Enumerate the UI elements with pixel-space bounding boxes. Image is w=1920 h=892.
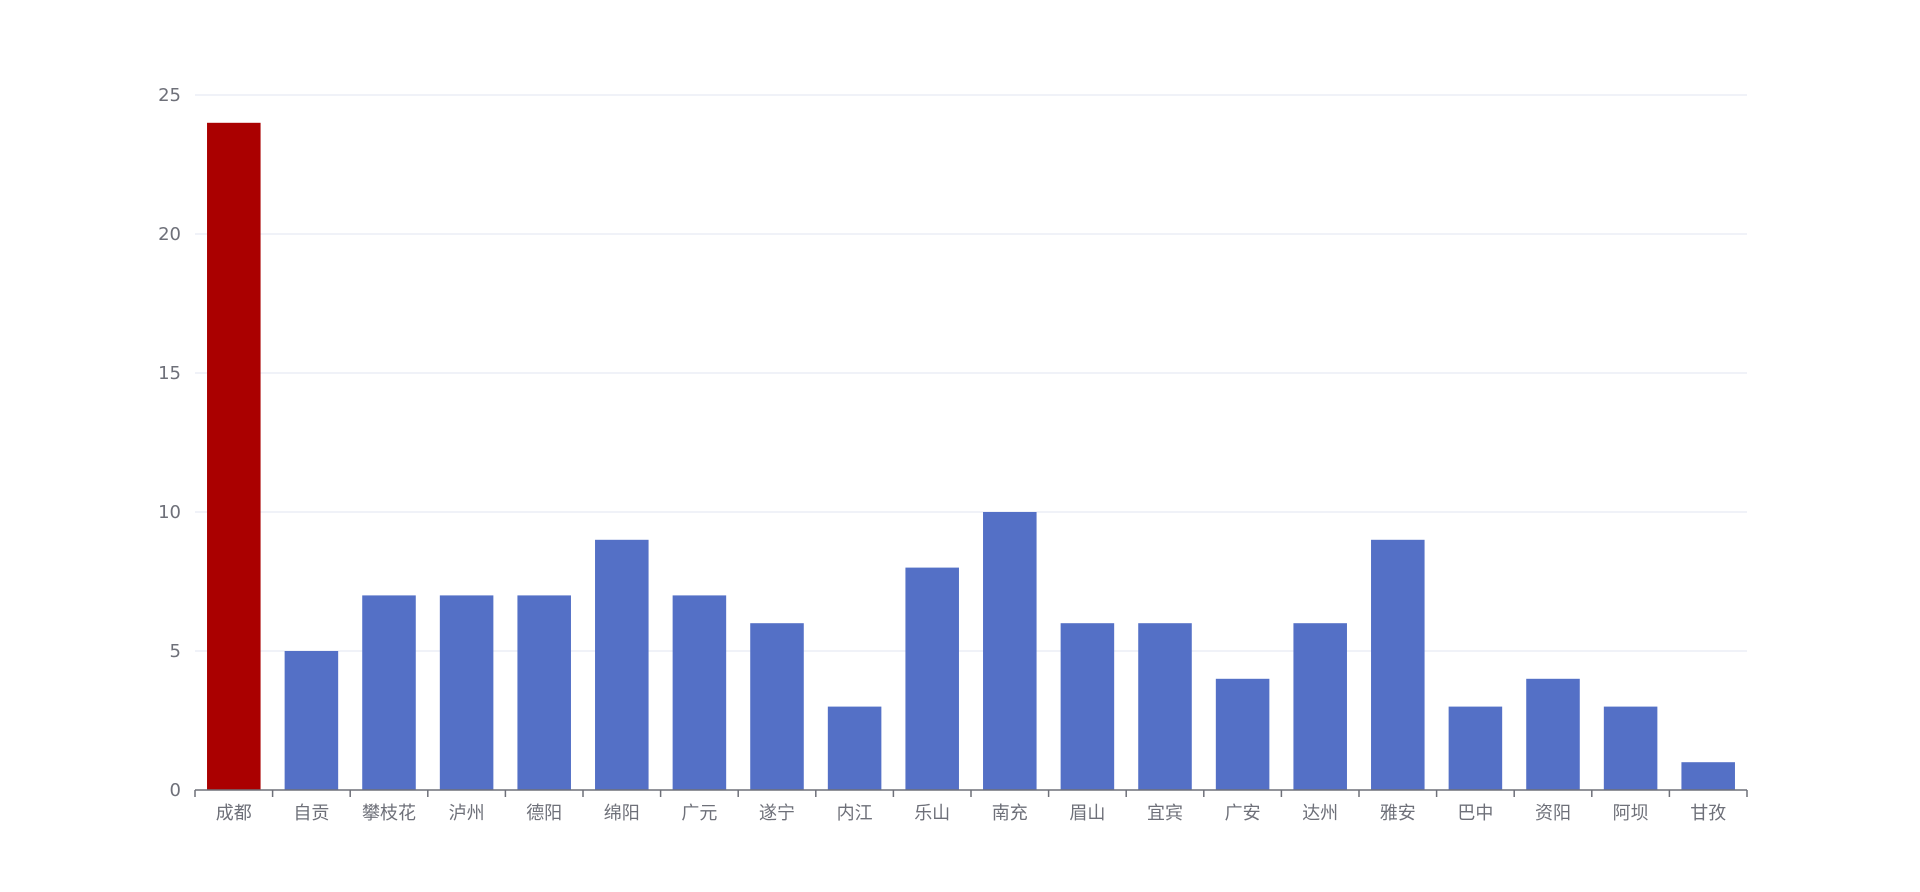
y-axis-tick-labels: 0 5 10 15 20 25 [158,85,181,801]
x-tick-label: 眉山 [1069,803,1105,824]
x-tick-label: 宜宾 [1147,803,1183,824]
bar[interactable] [207,122,261,791]
x-tick-label: 巴中 [1457,803,1493,824]
x-tick-label: 绵阳 [604,803,640,824]
y-tick-label: 5 [170,641,181,662]
x-tick-label: 阿坝 [1613,803,1649,824]
x-axis [194,789,1748,797]
x-tick-label: 广元 [681,803,717,824]
bar[interactable] [1371,539,1425,790]
bar[interactable] [1526,678,1580,790]
bar[interactable] [750,623,804,790]
x-axis-tick-labels: 成都 自贡 攀枝花 泸州 德阳 绵阳 广元 遂宁 内江 乐山 南充 眉山 宜宾 广安 达州 雅安 巴中 资阳 阿坝 甘… [216,803,1726,824]
grid-lines [195,94,1747,652]
y-tick-label: 20 [158,224,181,245]
x-tick-label: 自贡 [293,803,329,824]
bar[interactable] [1060,623,1115,790]
bar[interactable] [1293,623,1347,790]
x-tick-label: 雅安 [1380,803,1416,824]
x-tick-label: 达州 [1302,803,1338,824]
x-tick-label: 攀枝花 [362,803,416,824]
bar[interactable] [439,595,494,790]
bar[interactable] [595,539,649,790]
bar[interactable] [1448,706,1503,790]
x-tick-label: 资阳 [1535,803,1571,824]
x-tick-label: 乐山 [914,803,950,824]
bar[interactable] [1681,762,1735,790]
x-tick-label: 泸州 [449,803,485,824]
x-tick-label: 德阳 [526,803,562,824]
bar[interactable] [672,595,727,790]
bar[interactable] [827,706,882,790]
y-tick-label: 15 [158,363,181,384]
y-tick-label: 0 [170,780,181,801]
bar[interactable] [1603,706,1658,790]
bar-series [207,122,1735,791]
bar[interactable] [362,595,416,790]
bar[interactable] [1215,678,1270,790]
bar[interactable] [1138,623,1192,790]
bar[interactable] [284,651,339,790]
bar[interactable] [905,567,959,790]
x-tick-label: 南充 [992,803,1028,824]
bar[interactable] [983,512,1037,790]
bar[interactable] [517,595,571,790]
x-tick-label: 成都 [216,803,252,824]
y-tick-label: 10 [158,502,181,523]
y-tick-label: 25 [158,85,181,106]
x-tick-label: 广安 [1225,803,1261,824]
x-tick-label: 内江 [837,803,873,824]
x-tick-label: 遂宁 [759,803,795,824]
x-tick-label: 甘孜 [1690,803,1726,824]
